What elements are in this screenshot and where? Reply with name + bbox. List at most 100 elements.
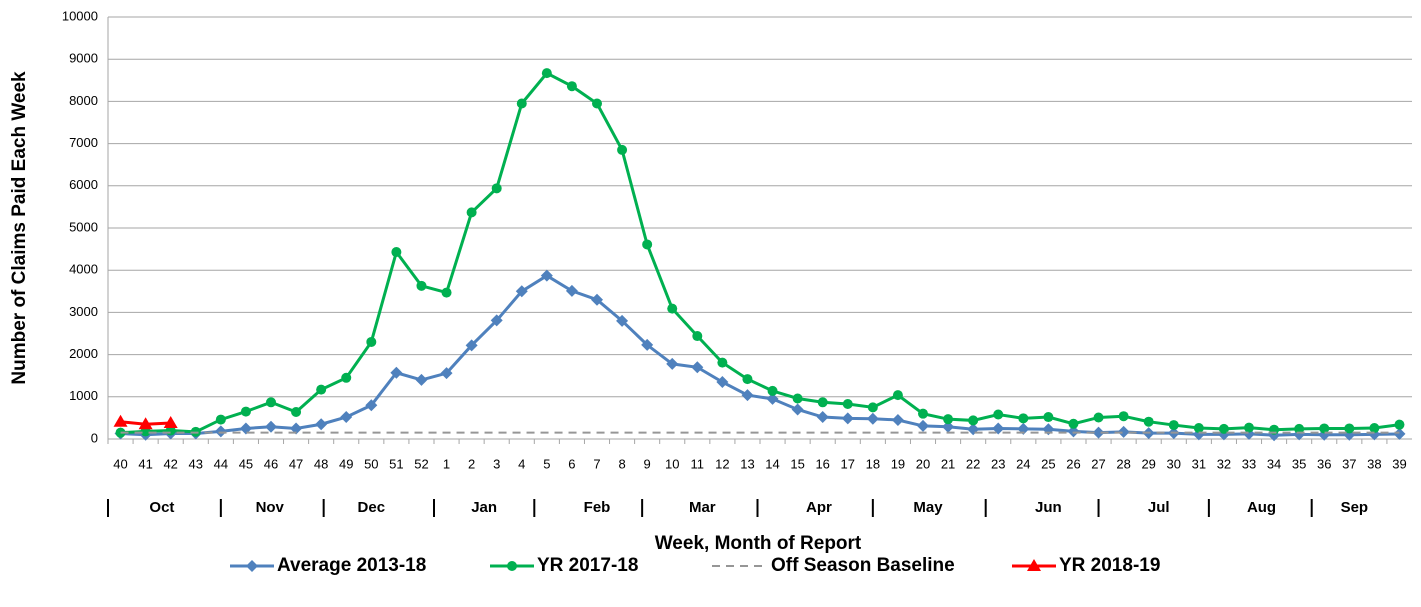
x-tick-label: 26 <box>1066 456 1080 471</box>
data-point <box>1244 422 1254 433</box>
data-point <box>1068 418 1079 429</box>
data-point <box>691 361 704 374</box>
month-label: Aug <box>1247 499 1276 516</box>
legend-marker <box>507 561 517 571</box>
data-point <box>316 384 327 395</box>
data-point <box>1344 423 1355 434</box>
x-tick-label: 46 <box>264 456 278 471</box>
data-point <box>215 414 226 425</box>
data-point <box>992 422 1005 435</box>
y-tick-label: 1000 <box>69 388 98 403</box>
data-point <box>113 414 128 427</box>
x-tick-label: 47 <box>289 456 303 471</box>
data-point <box>341 372 352 383</box>
x-tick-label: 49 <box>339 456 353 471</box>
data-point <box>792 393 803 404</box>
x-tick-label: 6 <box>568 456 575 471</box>
legend-label: Average 2013-18 <box>277 555 426 576</box>
data-point <box>717 357 728 368</box>
x-tick-label: 50 <box>364 456 378 471</box>
data-point <box>441 287 452 298</box>
month-label: Feb <box>584 499 611 516</box>
data-point <box>1168 420 1179 431</box>
month-label: May <box>913 499 943 516</box>
x-axis-label: Week, Month of Report <box>655 533 862 554</box>
data-point <box>266 397 276 408</box>
data-point <box>942 420 955 433</box>
data-point <box>968 415 979 426</box>
x-tick-label: 3 <box>493 456 500 471</box>
x-tick-label: 30 <box>1167 456 1181 471</box>
y-tick-label: 10000 <box>62 8 98 23</box>
x-tick-label: 1 <box>443 456 450 471</box>
data-point <box>1043 412 1054 423</box>
x-tick-label: 25 <box>1041 456 1055 471</box>
x-tick-label: 38 <box>1367 456 1381 471</box>
series-line <box>120 71 1400 435</box>
y-tick-label: 2000 <box>69 346 98 361</box>
data-point <box>466 207 477 218</box>
data-point <box>1393 427 1406 440</box>
x-tick-label: 37 <box>1342 456 1356 471</box>
month-label: Apr <box>806 499 832 516</box>
data-point <box>440 367 453 380</box>
x-tick-label: 44 <box>214 456 228 471</box>
y-tick-label: 9000 <box>69 51 98 66</box>
data-point <box>265 420 277 433</box>
month-label: Mar <box>689 499 716 516</box>
data-point <box>240 406 251 417</box>
data-point <box>541 68 552 79</box>
data-point <box>416 280 427 291</box>
data-point <box>1118 411 1129 422</box>
x-tick-label: 40 <box>113 456 127 471</box>
data-point <box>391 247 402 258</box>
data-point <box>841 412 854 425</box>
y-tick-label: 0 <box>91 430 98 445</box>
data-point <box>842 398 853 409</box>
x-tick-label: 12 <box>715 456 729 471</box>
month-label: Jan <box>471 499 497 516</box>
legend-marker <box>246 560 258 572</box>
data-point <box>1092 426 1105 439</box>
data-point <box>616 314 629 327</box>
data-point <box>866 412 879 425</box>
data-point <box>1018 413 1029 424</box>
x-tick-label: 45 <box>239 456 253 471</box>
data-point <box>415 373 428 386</box>
x-tick-label: 42 <box>163 456 177 471</box>
data-point <box>566 81 577 92</box>
x-tick-label: 11 <box>691 456 705 471</box>
month-label: Nov <box>256 499 285 516</box>
month-label: Oct <box>149 499 174 516</box>
data-point <box>1394 419 1405 430</box>
data-point <box>617 144 628 155</box>
x-tick-label: 34 <box>1267 456 1281 471</box>
x-tick-label: 23 <box>991 456 1005 471</box>
data-point <box>214 425 227 438</box>
y-tick-label: 7000 <box>69 135 98 150</box>
x-tick-label: 15 <box>790 456 804 471</box>
month-label: Sep <box>1341 499 1369 516</box>
data-point <box>491 183 502 194</box>
data-point <box>742 374 753 385</box>
data-point <box>366 336 377 347</box>
x-tick-label: 17 <box>841 456 855 471</box>
data-point <box>917 419 929 432</box>
data-point <box>1067 425 1080 438</box>
legend-label: YR 2018-19 <box>1059 555 1160 576</box>
data-point <box>340 411 353 424</box>
data-point <box>365 399 378 412</box>
y-tick-label: 4000 <box>69 262 98 277</box>
data-point <box>918 408 928 419</box>
x-tick-label: 21 <box>941 456 955 471</box>
x-tick-label: 51 <box>389 456 403 471</box>
x-tick-label: 8 <box>618 456 625 471</box>
data-point <box>291 406 302 417</box>
data-point <box>667 303 678 314</box>
data-point <box>565 284 578 297</box>
data-point <box>692 331 703 342</box>
x-tick-label: 2 <box>468 456 475 471</box>
x-tick-label: 22 <box>966 456 980 471</box>
